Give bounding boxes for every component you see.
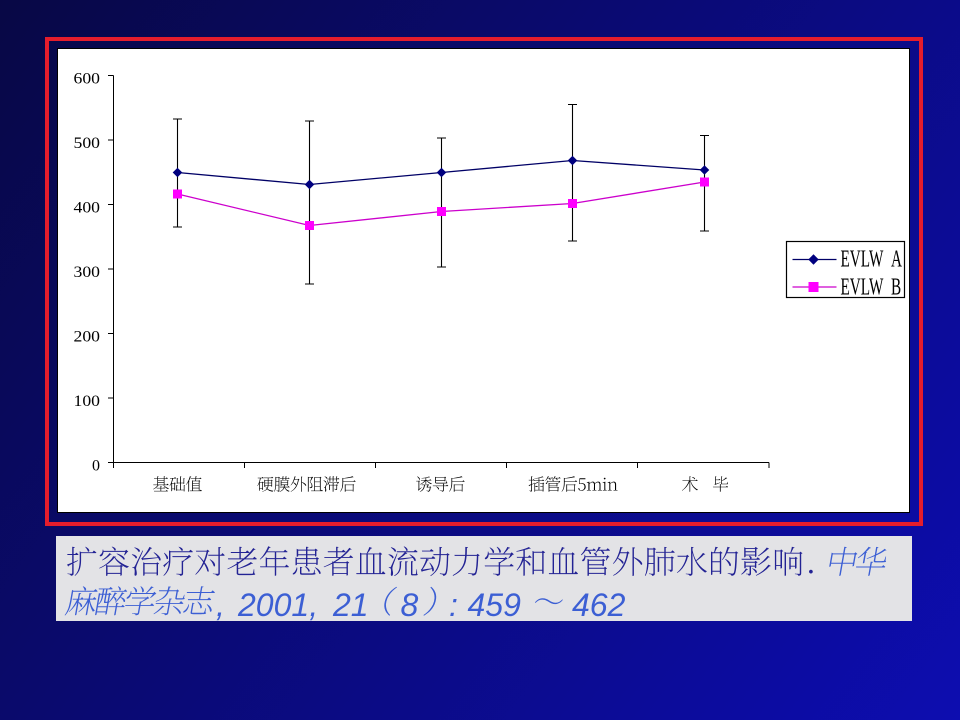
svg-text:459: 459 xyxy=(468,587,522,623)
svg-text:100: 100 xyxy=(74,393,101,410)
svg-text:21: 21 xyxy=(332,587,369,623)
svg-text:,: , xyxy=(216,587,225,623)
svg-text:8: 8 xyxy=(401,587,419,623)
svg-text:400: 400 xyxy=(74,200,101,217)
svg-text:0: 0 xyxy=(92,458,100,475)
svg-text:462: 462 xyxy=(572,587,626,623)
svg-text:300: 300 xyxy=(74,264,101,281)
svg-text:600: 600 xyxy=(74,71,101,88)
svg-text:500: 500 xyxy=(74,135,101,152)
svg-text:2001,: 2001, xyxy=(237,587,318,623)
svg-text::: : xyxy=(449,587,458,623)
svg-text:EVLW A: EVLW A xyxy=(841,246,903,272)
svg-text:EVLW B: EVLW B xyxy=(841,274,902,300)
svg-text:200: 200 xyxy=(74,329,101,346)
